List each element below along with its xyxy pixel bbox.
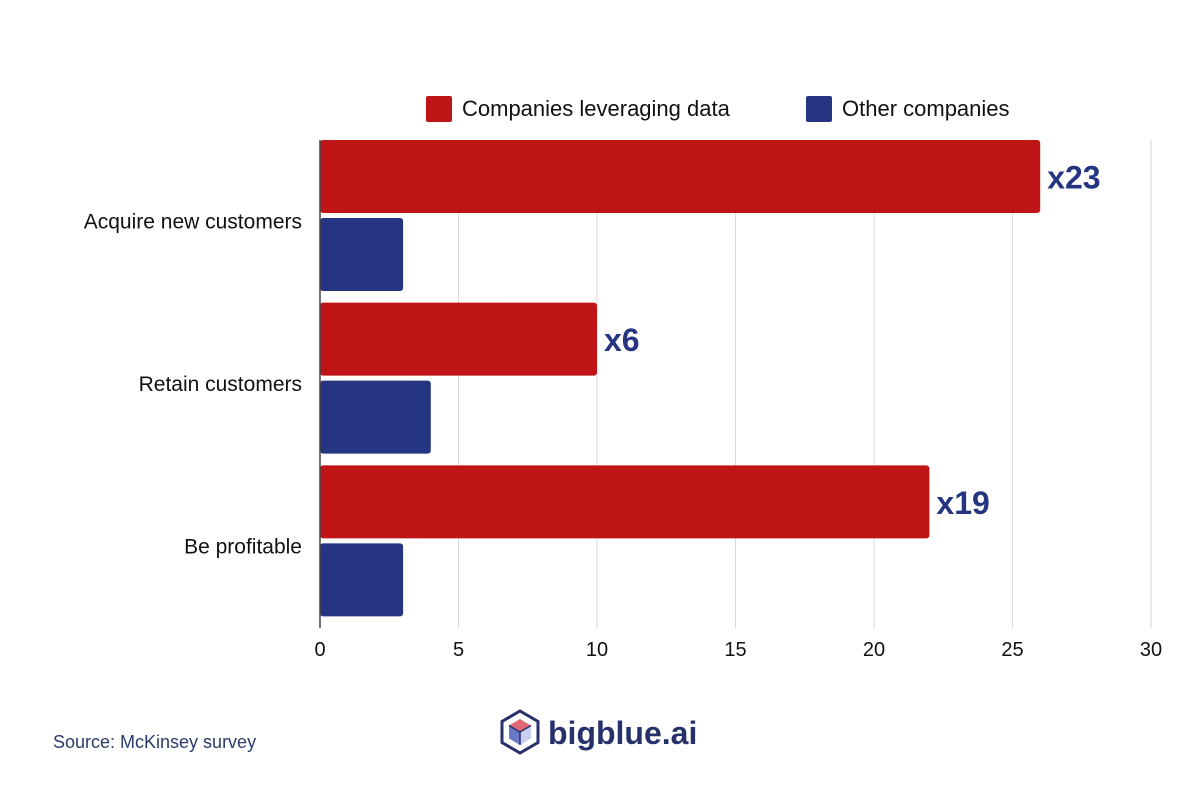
data-label-2: x19 [936,485,989,521]
cube-logo-icon [500,709,540,755]
category-label: Acquire new customers [84,210,302,233]
data-label-1: x6 [604,322,640,358]
legend-label-other: Other companies [842,96,1010,121]
brand-logo: bigblue.ai [500,709,697,755]
legend-swatch-leveraging [426,96,452,122]
x-tick-label-10: 10 [586,639,608,661]
x-tick-label-20: 20 [863,639,885,661]
bar-leveraging-0 [320,140,1041,213]
labels: 0 5 10 15 20 25 30 Acquire new customers x23 Reta… [84,160,1162,662]
legend-swatch-other [806,96,832,122]
grid-lines [458,140,1152,628]
legend-label-leveraging: Companies leveraging data [462,96,731,121]
category-label: Be profitable [184,536,302,559]
x-tick-label-30: 30 [1140,639,1162,661]
legend: Companies leveraging data Other companie… [426,96,1010,122]
bar-other-1 [320,380,431,454]
x-tick-label-25: 25 [1001,639,1023,661]
source-note: Source: McKinsey survey [53,732,256,752]
bar-leveraging-1 [320,302,597,376]
x-tick-label-0: 0 [314,639,325,661]
bar-other-2 [320,543,404,617]
x-tick-label-15: 15 [724,639,746,661]
brand-name: bigblue.ai [548,715,697,751]
data-label-0: x23 [1047,160,1100,196]
category-label: Retain customers [139,373,302,396]
bars [320,140,1041,617]
bar-leveraging-2 [320,465,930,539]
bar-other-0 [320,218,404,291]
x-tick-label-5: 5 [453,639,464,661]
